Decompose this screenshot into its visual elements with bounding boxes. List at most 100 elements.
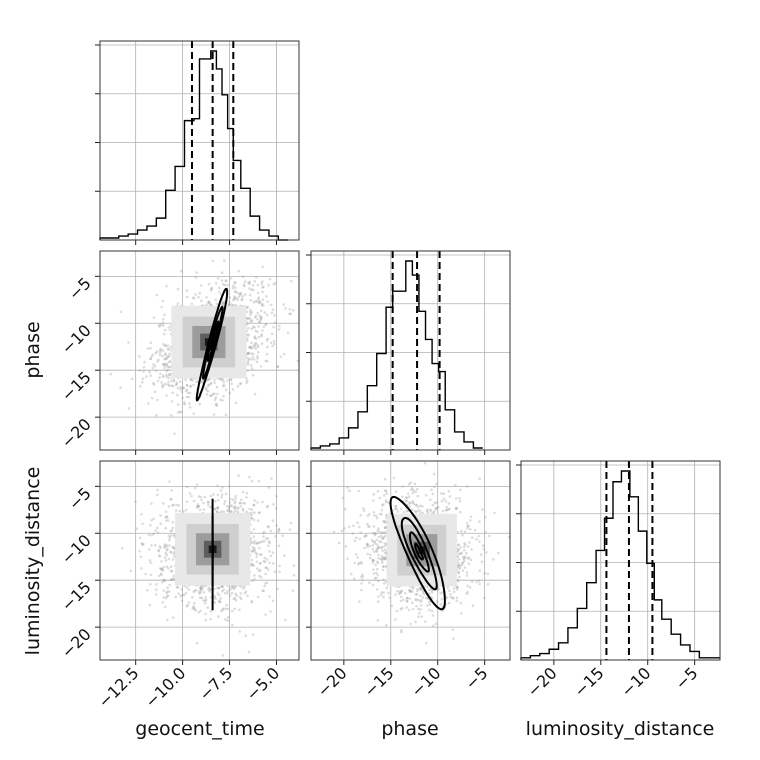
joint-geocent-time-vs-phase-point <box>211 259 214 263</box>
joint-geocent-time-vs-luminosity-distance-point <box>265 581 269 585</box>
joint-phase-vs-luminosity-distance-point <box>412 502 416 506</box>
x-tick-label-luminosity-distance: −10 <box>617 663 654 700</box>
joint-geocent-time-vs-phase-point <box>166 344 170 347</box>
joint-phase-vs-luminosity-distance-point <box>424 641 428 645</box>
joint-geocent-time-vs-luminosity-distance-point <box>272 562 275 565</box>
joint-phase-vs-luminosity-distance-point <box>419 588 423 591</box>
joint-geocent-time-vs-luminosity-distance-point <box>268 595 271 598</box>
joint-geocent-time-vs-phase-point <box>252 358 256 361</box>
joint-geocent-time-vs-luminosity-distance-point <box>259 561 262 565</box>
joint-phase-vs-luminosity-distance-point <box>451 596 455 599</box>
joint-geocent-time-vs-luminosity-distance-point <box>207 504 210 507</box>
joint-geocent-time-vs-luminosity-distance-point <box>166 594 170 597</box>
joint-phase-vs-luminosity-distance-point <box>371 558 375 562</box>
joint-geocent-time-vs-phase-point <box>149 357 152 361</box>
joint-geocent-time-vs-phase-point <box>188 405 192 409</box>
joint-phase-vs-luminosity-distance-point <box>360 562 364 565</box>
joint-geocent-time-vs-phase-point <box>267 283 270 287</box>
joint-geocent-time-vs-luminosity-distance-point <box>250 517 254 520</box>
joint-phase-vs-luminosity-distance-point <box>457 558 461 561</box>
joint-phase-vs-luminosity-distance-point <box>375 549 378 553</box>
joint-phase-vs-luminosity-distance-point <box>421 505 424 508</box>
joint-geocent-time-vs-phase-point <box>154 369 158 372</box>
joint-geocent-time-vs-luminosity-distance-point <box>197 505 200 508</box>
joint-phase-vs-luminosity-distance-point <box>428 600 431 604</box>
joint-phase-vs-luminosity-distance-point <box>455 507 458 510</box>
joint-phase-vs-luminosity-distance-point <box>360 588 363 592</box>
joint-geocent-time-vs-phase-point <box>246 306 249 309</box>
joint-phase-vs-luminosity-distance-point <box>368 525 371 528</box>
joint-geocent-time-vs-phase-point <box>237 295 241 299</box>
joint-geocent-time-vs-phase-point <box>256 357 259 360</box>
joint-geocent-time-vs-phase-point <box>176 287 180 291</box>
joint-geocent-time-vs-luminosity-distance-point <box>253 539 256 543</box>
joint-geocent-time-vs-luminosity-distance-point <box>209 618 212 621</box>
joint-geocent-time-vs-phase-point <box>259 365 263 368</box>
joint-phase-vs-luminosity-distance-point <box>373 540 377 543</box>
joint-geocent-time-vs-phase-point <box>207 282 211 286</box>
joint-geocent-time-vs-phase-point <box>204 386 208 390</box>
joint-geocent-time-vs-phase-point <box>185 289 189 292</box>
joint-geocent-time-vs-phase-point <box>169 372 172 376</box>
joint-geocent-time-vs-luminosity-distance-point <box>265 558 269 561</box>
joint-geocent-time-vs-phase-point <box>170 400 174 403</box>
joint-geocent-time-vs-phase-point <box>162 363 166 366</box>
joint-geocent-time-vs-luminosity-distance-point <box>218 600 221 604</box>
joint-geocent-time-vs-phase-point <box>158 372 162 375</box>
joint-geocent-time-vs-luminosity-distance-point <box>209 506 212 509</box>
joint-phase-vs-luminosity-distance-point <box>405 509 409 513</box>
joint-geocent-time-vs-phase-point <box>256 345 260 349</box>
joint-geocent-time-vs-phase-point <box>183 401 186 404</box>
joint-phase-vs-luminosity-distance-point <box>375 516 379 520</box>
joint-geocent-time-vs-phase-point <box>249 364 253 367</box>
joint-geocent-time-vs-phase-point <box>234 297 238 300</box>
joint-phase-vs-luminosity-distance-point <box>421 591 425 594</box>
joint-geocent-time-vs-luminosity-distance-point <box>250 558 254 562</box>
joint-phase-vs-luminosity-distance-point <box>410 488 413 491</box>
joint-geocent-time-vs-luminosity-distance-point <box>236 510 240 513</box>
joint-phase-vs-luminosity-distance-point <box>376 567 379 571</box>
joint-geocent-time-vs-phase-point <box>188 391 192 395</box>
joint-geocent-time-vs-luminosity-distance-point <box>197 495 201 498</box>
joint-geocent-time-vs-luminosity-distance-point <box>250 511 253 515</box>
joint-phase-vs-luminosity-distance-point <box>382 578 385 582</box>
joint-geocent-time-vs-luminosity-distance-point <box>255 560 259 564</box>
joint-geocent-time-vs-phase-point <box>253 344 257 348</box>
joint-phase-vs-luminosity-distance-point <box>423 461 427 465</box>
joint-phase-vs-luminosity-distance-point <box>353 561 357 565</box>
joint-phase-vs-luminosity-distance-point <box>363 535 367 539</box>
joint-phase-vs-luminosity-distance-point <box>348 489 351 493</box>
joint-geocent-time-vs-luminosity-distance-point <box>229 504 232 508</box>
joint-phase-vs-luminosity-distance-point <box>459 488 462 492</box>
joint-phase-vs-luminosity-distance-point <box>375 547 379 551</box>
joint-geocent-time-vs-phase-point <box>229 277 233 280</box>
joint-geocent-time-vs-phase-point <box>176 302 180 305</box>
joint-geocent-time-vs-phase-point <box>270 332 274 336</box>
joint-phase-vs-luminosity-distance-point <box>371 583 375 587</box>
joint-geocent-time-vs-luminosity-distance-point <box>153 544 157 547</box>
joint-geocent-time-vs-luminosity-distance-point <box>147 533 151 537</box>
joint-geocent-time-vs-luminosity-distance-point <box>227 509 230 513</box>
joint-geocent-time-vs-luminosity-distance-point <box>262 531 265 535</box>
joint-geocent-time-vs-luminosity-distance-point <box>129 569 132 573</box>
joint-phase-vs-luminosity-distance-point <box>366 552 370 556</box>
joint-phase-vs-luminosity-distance-point <box>403 591 407 595</box>
joint-geocent-time-vs-luminosity-distance-point <box>172 574 176 578</box>
y-tick-label-luminosity-distance: −20 <box>58 625 95 662</box>
joint-geocent-time-vs-luminosity-distance-point <box>209 609 213 613</box>
joint-geocent-time-vs-phase-point <box>296 359 299 363</box>
joint-phase-vs-luminosity-distance-point <box>400 630 403 634</box>
joint-geocent-time-vs-phase-point <box>181 396 184 400</box>
joint-geocent-time-vs-phase-point <box>253 336 256 340</box>
joint-phase-vs-luminosity-distance-point <box>372 514 376 517</box>
joint-geocent-time-vs-luminosity-distance-point <box>224 492 228 496</box>
joint-geocent-time-vs-phase-point <box>253 335 257 339</box>
joint-phase-vs-luminosity-distance-point <box>429 510 432 513</box>
joint-geocent-time-vs-luminosity-distance-point <box>160 568 163 571</box>
joint-geocent-time-vs-phase-point <box>238 292 242 296</box>
joint-geocent-time-vs-phase-point <box>265 295 268 298</box>
joint-geocent-time-vs-phase-point <box>258 320 261 324</box>
joint-geocent-time-vs-phase-point <box>149 346 152 350</box>
joint-geocent-time-vs-luminosity-distance-point <box>234 500 237 503</box>
